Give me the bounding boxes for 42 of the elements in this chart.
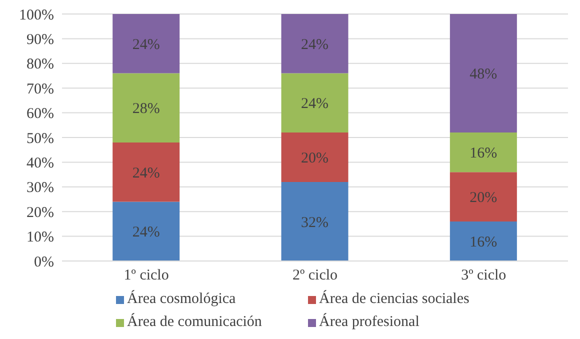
y-tick-label: 60% [26, 106, 54, 122]
bar [112, 142, 180, 202]
bar [281, 14, 348, 74]
y-tick-label: 90% [26, 32, 54, 48]
data-label: 24% [132, 165, 160, 182]
y-tick-label: 80% [26, 56, 54, 73]
y-tick-label: 70% [26, 81, 54, 98]
legend-label: Área cosmológica [127, 291, 236, 308]
bar [281, 182, 348, 261]
x-tick-label: 2º ciclo [292, 268, 338, 284]
bar [450, 14, 517, 133]
data-label: 24% [301, 96, 329, 112]
bar [281, 73, 348, 133]
data-label: 16% [470, 234, 498, 251]
y-tick-label: 40% [26, 156, 54, 172]
data-label: 24% [132, 224, 160, 241]
y-tick-label: 10% [26, 230, 54, 246]
y-tick-label: 50% [26, 130, 54, 147]
data-label: 24% [301, 36, 329, 53]
bar [112, 14, 180, 74]
y-tick-label: 30% [26, 180, 54, 196]
bar [112, 202, 180, 261]
legend-label: Área de comunicación [127, 314, 262, 331]
bar [450, 221, 517, 261]
data-label: 20% [301, 150, 329, 167]
data-label: 32% [301, 214, 329, 231]
y-tick-label: 100% [19, 7, 54, 24]
y-tick-label: 0% [34, 254, 54, 270]
data-label: 48% [470, 66, 498, 83]
x-tick-label: 3º ciclo [461, 268, 506, 284]
bar [281, 132, 348, 182]
data-label: 20% [470, 190, 498, 206]
bar [450, 132, 517, 172]
y-tick-label: 20% [26, 204, 54, 221]
legend-label: Área de ciencias sociales [319, 291, 470, 308]
bar [112, 73, 180, 142]
x-tick-label: 1º ciclo [124, 268, 169, 284]
data-label: 28% [132, 101, 160, 118]
data-label: 24% [132, 36, 160, 53]
data-label: 16% [470, 146, 498, 162]
bar [450, 172, 517, 222]
legend-label: Área profesional [319, 314, 420, 331]
